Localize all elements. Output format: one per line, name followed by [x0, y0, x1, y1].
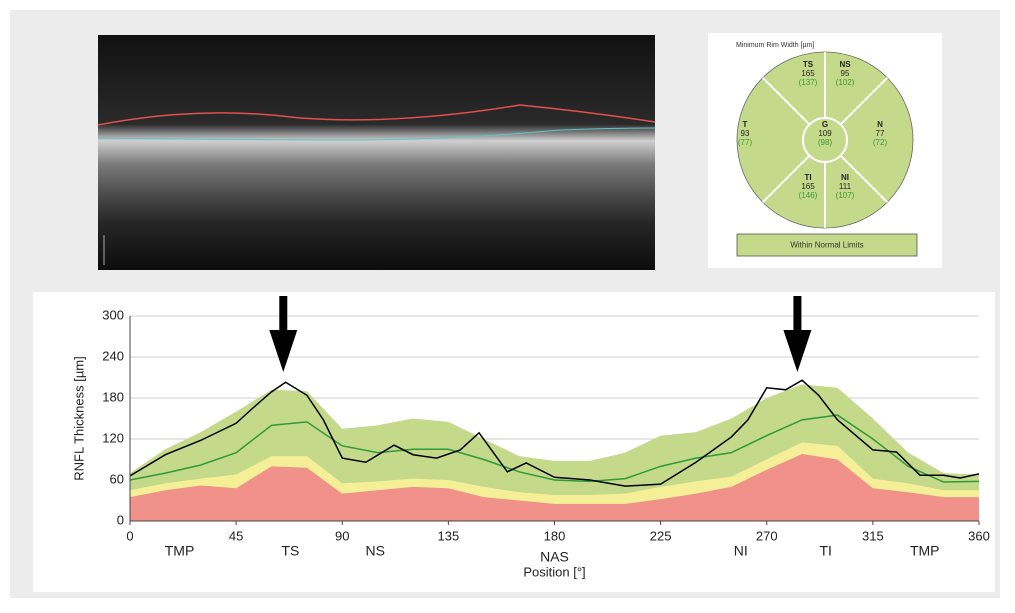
sector-label: TI: [819, 543, 831, 559]
y-tick-label: 60: [110, 471, 124, 486]
status-text: Within Normal Limits: [790, 241, 863, 250]
x-tick-label: 270: [756, 528, 778, 543]
page: {"rim_width": {"title": "Minimum Rim Wid…: [0, 0, 1015, 613]
rim-title: Minimum Rim Width [µm]: [736, 42, 814, 49]
x-tick-label: 0: [126, 528, 133, 543]
sector-name: NS: [839, 60, 851, 69]
sector-value: 95: [841, 69, 850, 78]
y-axis-label: RNFL Thickness [µm]: [71, 356, 86, 481]
sector-reference: (107): [836, 191, 855, 200]
x-tick-label: 360: [968, 528, 990, 543]
sector-label: NAS: [540, 549, 569, 565]
sector-label: TMP: [165, 543, 195, 559]
sector-name: T: [743, 120, 748, 129]
sector-name: TS: [803, 60, 814, 69]
sector-reference: (98): [818, 138, 833, 147]
x-tick-label: 180: [544, 528, 566, 543]
sector-label: NI: [734, 543, 748, 559]
y-tick-label: 0: [117, 512, 124, 527]
oct-image: [98, 35, 655, 270]
y-tick-label: 120: [102, 430, 124, 445]
sector-label: TMP: [910, 543, 940, 559]
sector-value: 165: [801, 69, 815, 78]
x-tick-label: 90: [335, 528, 349, 543]
sector-value: 93: [741, 129, 750, 138]
sector-name: N: [877, 120, 883, 129]
sector-value: 77: [876, 129, 885, 138]
y-tick-label: 180: [102, 389, 124, 404]
y-tick-label: 300: [102, 307, 124, 322]
sector-name: TI: [804, 173, 811, 182]
rim-diagram: TS165(137)NS95(102)T93(77)G109(98)N77(72…: [737, 52, 913, 228]
x-axis-label: Position [°]: [523, 564, 585, 579]
sector-name: G: [822, 120, 828, 129]
sector-reference: (72): [873, 138, 888, 147]
sector-reference: (102): [836, 78, 855, 87]
sector-reference: (146): [799, 191, 818, 200]
x-tick-label: 315: [862, 528, 884, 543]
sector-reference: (77): [738, 138, 753, 147]
x-tick-label: 135: [438, 528, 460, 543]
sector-reference: (137): [799, 78, 818, 87]
y-tick-label: 240: [102, 348, 124, 363]
sector-value: 111: [839, 182, 852, 191]
sector-label: TS: [281, 543, 299, 559]
sector-value: 165: [801, 182, 815, 191]
x-tick-label: 225: [650, 528, 672, 543]
sector-name: NI: [841, 173, 849, 182]
sector-label: NS: [366, 543, 385, 559]
sector-value: 109: [818, 129, 832, 138]
x-tick-label: 45: [229, 528, 243, 543]
screen: Minimum Rim Width [µm] TS165(137)NS95(10…: [0, 0, 1015, 608]
